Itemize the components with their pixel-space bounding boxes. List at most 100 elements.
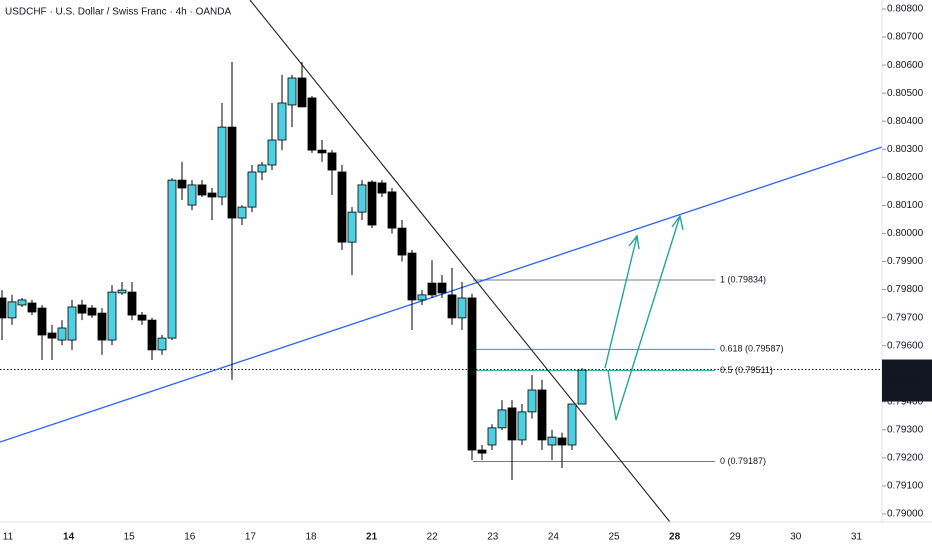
x-tick-label: 31 [851, 532, 863, 543]
y-tick-label: 0.80400 [887, 116, 924, 127]
candle-body [507, 407, 517, 441]
candle-body [467, 297, 477, 451]
candle-body [197, 184, 207, 196]
arrow [604, 234, 640, 369]
fib-label: 0 (0.79187) [720, 456, 766, 466]
candle-body [187, 184, 197, 206]
y-tick-label: 0.80700 [887, 32, 924, 43]
x-tick-label: 11 [3, 532, 14, 543]
candle-body [367, 181, 377, 226]
y-tick-label: 0.80200 [887, 172, 924, 183]
candle-body [117, 289, 127, 294]
candle-body [237, 206, 247, 219]
candle-body [517, 411, 527, 441]
candle-body [317, 149, 327, 154]
y-tick-label: 0.79400 [887, 396, 924, 407]
candle-body [327, 152, 337, 171]
y-tick-label: 0.79900 [887, 256, 924, 267]
candle-body [67, 306, 77, 341]
x-tick-label: 23 [487, 532, 499, 543]
candle-body [257, 164, 267, 173]
x-tick-label: 21 [366, 532, 378, 543]
candle-body [267, 139, 277, 166]
candle-body [447, 294, 457, 319]
candle-body [437, 282, 447, 294]
fib-label: 0.618 (0.79587) [720, 344, 784, 354]
candle-body [27, 302, 37, 313]
last-price-label: 0.79515 [887, 363, 924, 374]
candle-body [177, 179, 187, 189]
x-tick-label: 18 [305, 532, 317, 543]
candle-body [7, 301, 17, 319]
x-tick-label: 16 [184, 532, 196, 543]
candle-body [127, 291, 137, 316]
candle-body [577, 369, 587, 405]
candle-body [307, 97, 317, 151]
candle-body [407, 252, 417, 301]
candle-body [427, 282, 437, 296]
candle-body [387, 191, 397, 229]
candle-body [357, 184, 367, 213]
change-label: -0.32% [887, 375, 919, 386]
candle-body [207, 192, 217, 198]
x-tick-label: 22 [427, 532, 439, 543]
candle-body [547, 436, 557, 446]
y-tick-label: 0.79800 [887, 284, 924, 295]
candle-body [37, 307, 47, 336]
candle-body [457, 297, 467, 319]
y-tick-label: 0.79000 [887, 509, 924, 520]
candle-body [287, 77, 297, 106]
candle-body [337, 171, 347, 243]
candle-body [147, 319, 157, 351]
candle-body [167, 179, 177, 339]
candle-body [217, 126, 227, 198]
y-tick-label: 0.80100 [887, 200, 924, 211]
trend-line [0, 146, 883, 443]
projection-arrows [604, 214, 684, 421]
candle-body [477, 449, 487, 454]
candle-body [157, 337, 167, 351]
x-tick-label: 29 [730, 532, 742, 543]
arrow [607, 214, 684, 421]
candle-body [137, 314, 147, 321]
x-tick-label: 28 [669, 532, 681, 543]
candle-body [377, 182, 387, 194]
candles [0, 62, 587, 481]
candle-body [527, 389, 537, 413]
y-tick-label: 0.79300 [887, 424, 924, 435]
candle-body [397, 227, 407, 256]
fib-label: 1 (0.79834) [720, 274, 766, 284]
x-tick-label: 30 [790, 532, 802, 543]
chart-title: USDCHF · U.S. Dollar / Swiss Franc · 4h … [5, 7, 231, 18]
trend-line [249, 0, 671, 523]
x-tick-label: 15 [124, 532, 136, 543]
price-badge [882, 359, 932, 402]
candle-body [17, 299, 27, 306]
candle-body [47, 332, 57, 339]
candle-body [77, 304, 87, 314]
candle-body [567, 403, 577, 446]
candle-body [537, 389, 547, 441]
candle-body [97, 312, 107, 341]
candle-body [557, 437, 567, 446]
candle-body [497, 409, 507, 429]
y-tick-label: 0.79100 [887, 481, 924, 492]
x-tick-label: 24 [548, 532, 560, 543]
candle-body [297, 77, 307, 108]
y-tick-label: 0.79200 [887, 453, 924, 464]
plot: 1 (0.79834)0.618 (0.79587)0.5 (0.79511)0… [0, 274, 882, 466]
y-tick-label: 0.80500 [887, 88, 924, 99]
candle-body [247, 171, 257, 208]
candle-body [277, 102, 287, 141]
candle-body [487, 427, 497, 446]
x-tick-label: 25 [608, 532, 620, 543]
y-tick-label: 0.79600 [887, 340, 924, 351]
candle-body [227, 126, 237, 219]
candle-body [347, 211, 357, 243]
candle-body [417, 294, 427, 301]
candle-body [107, 291, 117, 341]
y-tick-label: 0.79700 [887, 312, 924, 323]
y-tick-label: 0.80000 [887, 228, 924, 239]
